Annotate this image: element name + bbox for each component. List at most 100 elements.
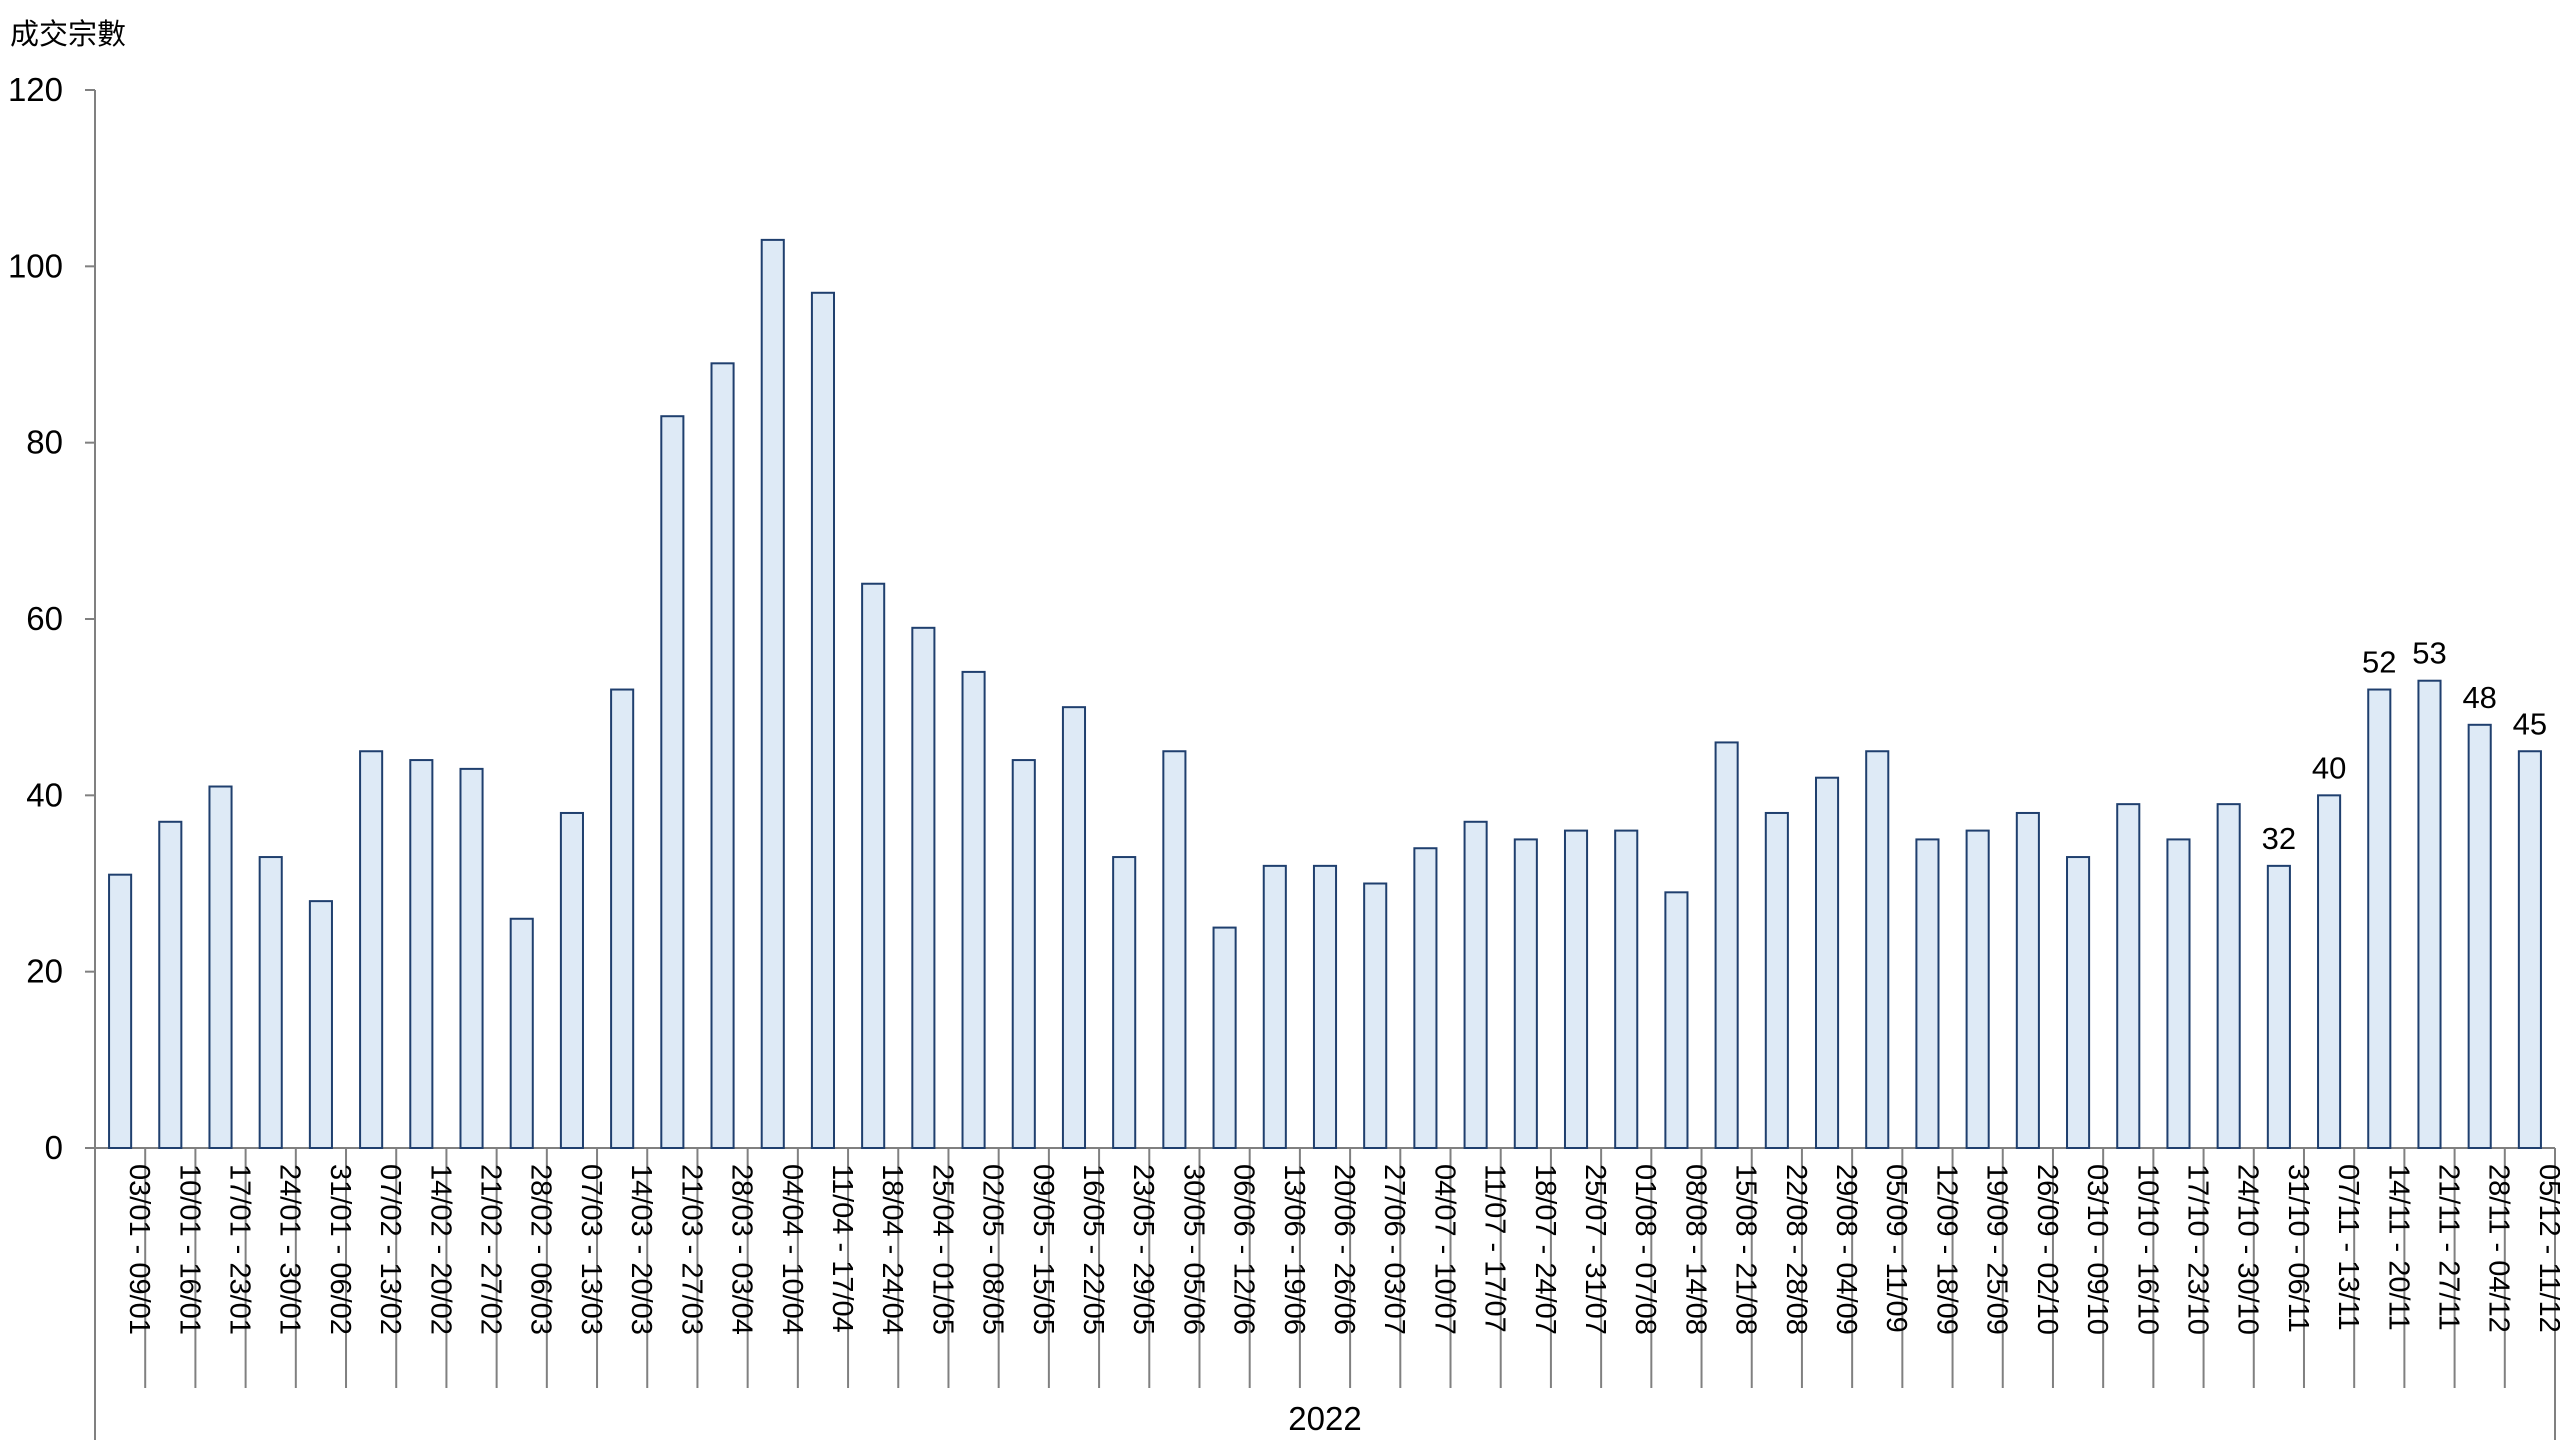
- x-tick-label: 29/08 - 04/09: [1830, 1164, 1862, 1335]
- x-tick-label: 21/11 - 27/11: [2432, 1164, 2464, 1331]
- x-tick-label: 06/06 - 12/06: [1228, 1164, 1260, 1335]
- bar: [1212, 926, 1237, 1149]
- y-tick-label: 20: [26, 953, 63, 990]
- bar: [1714, 741, 1739, 1150]
- bar: [258, 856, 283, 1149]
- x-tick-label: 23/05 - 29/05: [1127, 1164, 1159, 1335]
- x-tick-label: 25/04 - 01/05: [926, 1164, 958, 1335]
- data-label: 45: [2513, 706, 2547, 741]
- bar: [108, 873, 133, 1150]
- bar: [2066, 856, 2091, 1149]
- bar: [1865, 750, 1890, 1149]
- x-tick-label: 15/08 - 21/08: [1730, 1164, 1762, 1335]
- y-tick-label: 40: [26, 776, 63, 813]
- x-tick-label: 07/02 - 13/02: [374, 1164, 406, 1335]
- x-tick-label: 31/01 - 06/02: [324, 1164, 356, 1335]
- bar: [1513, 838, 1538, 1150]
- x-tick-label: 14/11 - 20/11: [2382, 1164, 2414, 1331]
- y-axis-label: 成交宗數: [10, 18, 126, 51]
- x-tick-label: 31/10 - 06/11: [2282, 1164, 2314, 1333]
- x-tick-label: 04/07 - 10/07: [1428, 1164, 1460, 1335]
- bar: [1814, 776, 1840, 1149]
- bars: [108, 238, 2542, 1150]
- x-tick-label: 18/04 - 24/04: [876, 1164, 908, 1335]
- x-tick-label: 21/02 - 27/02: [475, 1164, 507, 1335]
- x-tick-label: 11/07 - 17/07: [1479, 1164, 1511, 1333]
- data-label: 32: [2262, 821, 2296, 856]
- bar: [2417, 679, 2442, 1149]
- x-tick-label: 01/08 - 07/08: [1629, 1164, 1661, 1335]
- data-label: 53: [2412, 636, 2446, 671]
- bar: [1764, 811, 1789, 1149]
- x-tick-label: 24/10 - 30/10: [2232, 1164, 2264, 1335]
- bar: [1363, 882, 1388, 1149]
- x-tick-label: 10/01 - 16/01: [173, 1164, 205, 1335]
- bar: [2116, 803, 2141, 1150]
- y-tick-label: 100: [8, 247, 63, 284]
- x-tick-label: 13/06 - 19/06: [1278, 1164, 1310, 1335]
- bar: [2467, 723, 2492, 1149]
- x-group-label: 2022: [1288, 1400, 1361, 1437]
- x-tick-label: 05/12 - 11/12: [2533, 1164, 2560, 1333]
- x-tick-label: 26/09 - 02/10: [2031, 1164, 2063, 1335]
- x-tick-label: 03/10 - 09/10: [2081, 1164, 2113, 1335]
- bar: [861, 582, 886, 1149]
- x-tick-label: 30/05 - 05/06: [1177, 1164, 1209, 1335]
- x-tick-label: 25/07 - 31/07: [1579, 1164, 1611, 1335]
- bar: [1463, 820, 1488, 1149]
- x-tick-label: 28/03 - 03/04: [726, 1164, 758, 1335]
- y-tick-label: 0: [45, 1129, 63, 1166]
- x-tick-label: 09/05 - 15/05: [1027, 1164, 1059, 1335]
- bar: [2166, 838, 2191, 1150]
- x-tick-label: 14/03 - 20/03: [625, 1164, 657, 1335]
- bar: [1965, 829, 1990, 1149]
- bar: [2266, 864, 2291, 1149]
- bar: [509, 917, 534, 1149]
- x-tick-label: 28/11 - 04/12: [2483, 1164, 2515, 1333]
- x-tick-label: 14/02 - 20/02: [424, 1164, 456, 1335]
- bar: [1614, 829, 1639, 1149]
- bar: [1162, 750, 1187, 1149]
- y-axis: 0 20 40 60 80 100 120: [8, 71, 96, 1440]
- bar: [559, 811, 584, 1149]
- x-tick-label: 27/06 - 03/07: [1378, 1164, 1410, 1335]
- bar: [1011, 759, 1036, 1149]
- x-tick-label: 19/09 - 25/09: [1981, 1164, 2013, 1335]
- x-tick-label: 24/01 - 30/01: [274, 1164, 306, 1335]
- bar: [158, 820, 183, 1149]
- bar: [710, 362, 735, 1150]
- bar: [660, 415, 685, 1149]
- x-tick-label: 20/06 - 26/06: [1328, 1164, 1360, 1335]
- x-tick-label: 03/01 - 09/01: [123, 1164, 155, 1335]
- x-tick-label: 02/05 - 08/05: [977, 1164, 1009, 1335]
- bar: [1312, 864, 1338, 1149]
- bar: [1413, 847, 1438, 1149]
- bar: [610, 688, 635, 1149]
- bar: [810, 291, 836, 1149]
- bar: [208, 785, 233, 1149]
- data-label: 48: [2462, 680, 2496, 715]
- data-label: 40: [2312, 750, 2346, 785]
- x-tick-label: 18/07 - 24/07: [1529, 1164, 1561, 1335]
- bar: [1061, 706, 1087, 1150]
- x-tick-label: 28/02 - 06/03: [525, 1164, 557, 1335]
- bar: [459, 767, 484, 1150]
- bar: [2367, 688, 2392, 1149]
- bar: [1563, 829, 1589, 1149]
- x-tick-label: 21/03 - 27/03: [675, 1164, 707, 1335]
- x-tick-label: 12/09 - 18/09: [1930, 1164, 1962, 1335]
- x-tick-label: 07/11 - 13/11: [2332, 1164, 2364, 1331]
- bar: [359, 750, 384, 1149]
- x-tick-label: 11/04 - 17/04: [826, 1164, 858, 1333]
- y-tick-label: 120: [8, 71, 63, 108]
- bar: [760, 238, 785, 1149]
- bar: [2015, 811, 2040, 1149]
- x-tick-label: 07/03 - 13/03: [575, 1164, 607, 1335]
- x-tick-label: 16/05 - 22/05: [1077, 1164, 1109, 1335]
- y-tick-label: 80: [26, 424, 63, 461]
- bar: [308, 900, 333, 1150]
- bar: [1262, 864, 1287, 1149]
- x-tick-label: 08/08 - 14/08: [1679, 1164, 1711, 1335]
- x-tick-label: 05/09 - 11/09: [1880, 1164, 1912, 1333]
- bar: [2517, 750, 2542, 1149]
